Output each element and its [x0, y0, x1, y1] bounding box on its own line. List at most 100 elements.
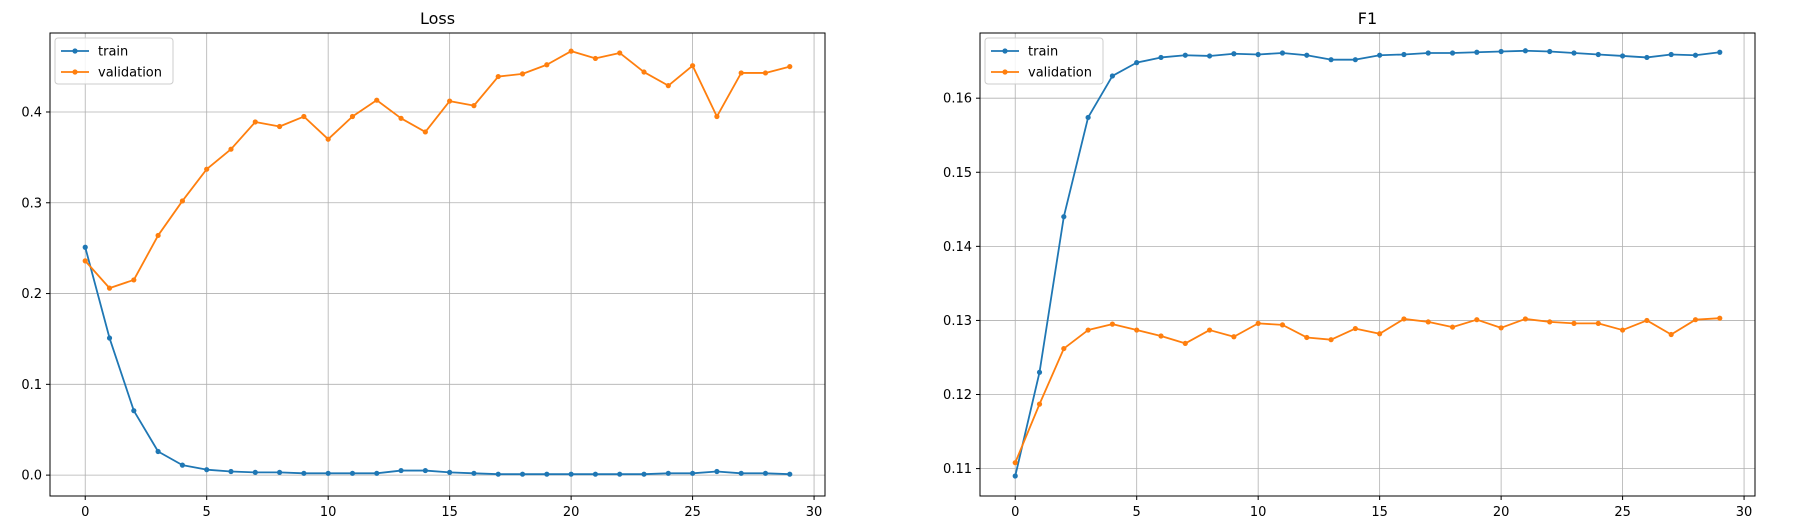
x-tick-label: 15: [441, 505, 458, 520]
data-point-validation: [1182, 340, 1188, 346]
data-point-validation: [252, 119, 258, 125]
data-point-validation: [82, 258, 88, 264]
data-point-validation: [689, 63, 696, 69]
data-point-train: [617, 471, 623, 477]
data-point-validation: [1134, 327, 1140, 333]
data-point-validation: [592, 55, 599, 62]
x-tick-label: 20: [563, 505, 580, 520]
data-point-validation: [1231, 334, 1237, 340]
data-point-validation: [1692, 317, 1699, 323]
data-point-train: [1668, 51, 1674, 58]
data-point-validation: [1668, 331, 1674, 338]
data-point-validation: [1717, 315, 1723, 321]
x-tick-label: 10: [1250, 505, 1267, 520]
data-point-validation: [714, 113, 720, 120]
legend-swatch-marker: [1002, 69, 1008, 75]
data-point-train: [568, 471, 574, 477]
data-point-train: [1522, 48, 1529, 54]
data-point-train: [1304, 52, 1310, 58]
data-point-train: [131, 408, 137, 414]
y-tick-label: 0.11: [943, 462, 972, 477]
data-point-train: [519, 471, 526, 477]
data-point-train: [1425, 50, 1431, 56]
data-point-validation: [301, 113, 307, 120]
x-tick-label: 15: [1371, 505, 1388, 520]
data-point-train: [1619, 53, 1626, 59]
data-point-validation: [1085, 327, 1091, 333]
data-point-train: [1644, 54, 1650, 61]
x-tick-label: 25: [1614, 505, 1631, 520]
y-tick-label: 0.0: [21, 469, 42, 484]
data-point-validation: [349, 113, 356, 120]
data-point-validation: [1498, 325, 1504, 331]
data-point-train: [398, 467, 404, 474]
data-point-validation: [1036, 401, 1043, 407]
x-tick-label: 0: [1011, 505, 1019, 520]
data-point-validation: [422, 129, 428, 135]
data-point-validation: [1377, 331, 1383, 337]
chart-title: F1: [1358, 9, 1377, 28]
data-point-validation: [1061, 345, 1067, 352]
data-point-validation: [179, 198, 186, 204]
data-point-train: [1085, 114, 1091, 121]
data-point-train: [1717, 49, 1723, 55]
data-point-train: [689, 470, 696, 476]
series-line-validation: [84, 50, 790, 290]
y-tick-label: 0.14: [943, 240, 972, 255]
data-point-train: [325, 470, 331, 476]
data-point-train: [228, 468, 234, 475]
x-tick-label: 0: [81, 505, 89, 520]
data-point-train: [1279, 50, 1286, 56]
series-line-train: [84, 247, 790, 476]
data-point-validation: [1279, 322, 1286, 328]
data-point-validation: [495, 73, 501, 80]
data-point-validation: [787, 63, 793, 70]
x-tick-label: 30: [1736, 505, 1753, 520]
data-point-validation: [1619, 327, 1626, 333]
data-point-validation: [1449, 324, 1456, 330]
data-point-validation: [398, 115, 404, 121]
data-point-validation: [665, 83, 671, 89]
data-point-validation: [1206, 327, 1213, 333]
axes-frame: [49, 32, 826, 497]
data-point-validation: [568, 48, 574, 54]
data-point-validation: [1547, 319, 1553, 325]
data-point-train: [301, 470, 307, 476]
data-point-validation: [1595, 320, 1601, 326]
data-point-validation: [762, 70, 769, 76]
data-point-validation: [1109, 321, 1116, 327]
data-point-validation: [1425, 319, 1431, 325]
data-point-train: [155, 448, 161, 455]
data-point-train: [252, 469, 258, 475]
legend-swatch-marker: [72, 69, 78, 75]
x-tick-label: 5: [203, 505, 211, 520]
legend-label-validation: validation: [98, 66, 162, 81]
data-point-validation: [131, 277, 137, 283]
data-point-train: [1571, 50, 1577, 56]
data-point-validation: [325, 136, 331, 142]
data-point-train: [1401, 51, 1407, 58]
data-point-train: [1498, 48, 1504, 55]
data-point-train: [544, 471, 550, 477]
data-point-validation: [738, 70, 744, 76]
data-point-train: [1109, 73, 1116, 79]
legend-swatch-marker: [72, 48, 78, 54]
data-point-train: [1036, 369, 1043, 375]
data-point-validation: [1352, 325, 1358, 332]
data-point-validation: [374, 97, 380, 103]
data-point-train: [1012, 473, 1018, 479]
data-point-validation: [1522, 316, 1529, 322]
data-point-validation: [1644, 317, 1650, 324]
x-tick-label: 10: [320, 505, 337, 520]
data-point-train: [1255, 51, 1261, 58]
data-point-train: [1547, 48, 1553, 55]
data-point-train: [1158, 54, 1164, 61]
x-tick-label: 25: [684, 505, 701, 520]
data-point-validation: [1255, 320, 1261, 326]
data-point-train: [1595, 51, 1601, 58]
x-tick-label: 30: [806, 505, 823, 520]
loss-chart: 0 5 10 15 20 25 30 0.0 0.1 0.2 0.3 0.4 Loss train vali…: [21, 9, 826, 520]
data-point-train: [1474, 49, 1480, 55]
data-point-validation: [471, 103, 477, 109]
